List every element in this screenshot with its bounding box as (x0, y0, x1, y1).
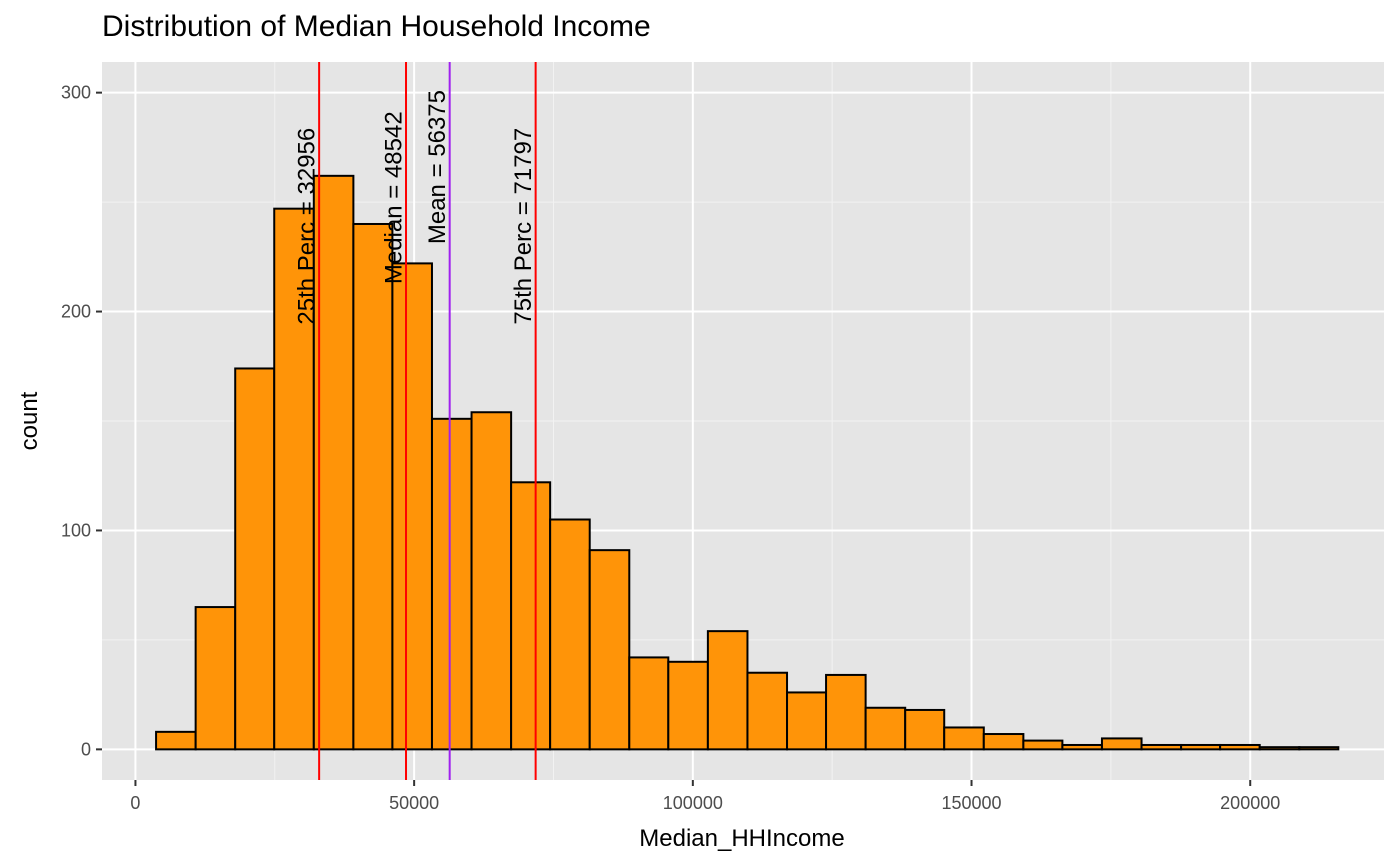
reference-line-labels: 25th Perc = 32956 Median = 48542 Mean = 56… (294, 90, 537, 325)
histogram-bar (667, 660, 709, 751)
histogram-bar (904, 708, 946, 751)
histogram-bar (352, 222, 394, 751)
y-axis-ticks: 0 100 200 300 (61, 83, 102, 759)
histogram-bar (155, 730, 197, 751)
histogram-bar (1258, 746, 1301, 751)
reference-lines (318, 62, 537, 780)
histogram-bar (1219, 743, 1261, 751)
histogram-bar (391, 262, 433, 751)
histogram-bar (1298, 746, 1340, 751)
x-tick-label: 50000 (389, 793, 439, 813)
histogram-bar (1061, 743, 1103, 751)
histogram-bar (825, 673, 867, 751)
x-tick-label: 150000 (941, 793, 1001, 813)
x-axis-ticks: 0 50000 100000 150000 200000 (130, 780, 1280, 813)
histogram-bar (1100, 737, 1143, 751)
histogram-bar (982, 733, 1025, 751)
x-tick-label: 0 (130, 793, 140, 813)
histogram-bar (1022, 739, 1064, 751)
histogram-bars (155, 174, 1340, 751)
histogram-bar (786, 691, 828, 751)
y-tick-label: 200 (61, 302, 91, 322)
histogram-bar (194, 606, 237, 751)
chart-title: Distribution of Median Household Income (102, 10, 651, 43)
x-tick-label: 100000 (663, 793, 723, 813)
reference-line-label: Mean = 56375 (424, 90, 451, 244)
histogram-bar (430, 417, 473, 751)
histogram-bar (943, 726, 985, 751)
x-tick-label: 200000 (1220, 793, 1280, 813)
x-axis-title: Median_HHIncome (639, 825, 844, 852)
histogram-bar (746, 671, 789, 751)
reference-line-label: Median = 48542 (381, 111, 408, 284)
histogram-bar (588, 549, 631, 751)
y-tick-label: 300 (61, 83, 91, 103)
histogram-bar (1140, 743, 1183, 751)
histogram-bar (273, 207, 315, 751)
histogram-bar (549, 518, 591, 751)
histogram-bar (628, 656, 670, 751)
histogram-bar (864, 706, 907, 751)
reference-line-label: 75th Perc = 71797 (510, 128, 537, 325)
histogram-bar (1180, 743, 1222, 751)
histogram-bar (706, 630, 749, 751)
reference-line-label: 25th Perc = 32956 (294, 128, 321, 325)
histogram-bar (510, 481, 552, 751)
histogram-bar (234, 367, 276, 751)
y-axis-title: count (16, 391, 43, 450)
y-tick-label: 100 (61, 520, 91, 540)
histogram-bar (470, 411, 513, 751)
y-tick-label: 0 (81, 739, 91, 759)
histogram-bar (312, 174, 355, 751)
